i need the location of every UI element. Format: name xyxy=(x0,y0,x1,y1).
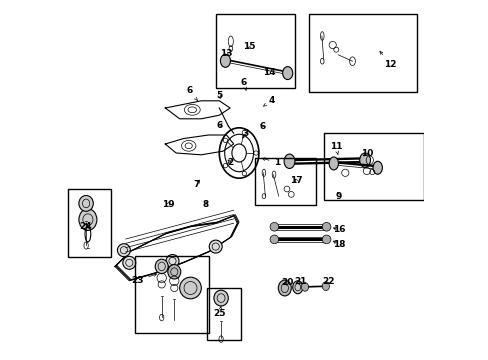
Text: 2: 2 xyxy=(226,158,233,167)
Text: 6: 6 xyxy=(259,122,265,131)
Text: 1: 1 xyxy=(262,158,280,167)
Ellipse shape xyxy=(167,265,181,279)
Ellipse shape xyxy=(79,209,97,230)
Text: 6: 6 xyxy=(240,78,246,90)
Ellipse shape xyxy=(269,222,278,231)
Text: 8: 8 xyxy=(203,200,209,209)
Text: 5: 5 xyxy=(216,91,222,100)
Text: 10: 10 xyxy=(360,149,372,158)
Text: 21: 21 xyxy=(293,277,306,286)
Text: 19: 19 xyxy=(162,200,174,209)
Text: 24: 24 xyxy=(79,222,92,231)
Ellipse shape xyxy=(269,235,278,244)
Polygon shape xyxy=(165,135,233,155)
Ellipse shape xyxy=(322,282,329,291)
Ellipse shape xyxy=(278,280,291,296)
Ellipse shape xyxy=(322,222,330,231)
Ellipse shape xyxy=(359,153,370,167)
Text: 6: 6 xyxy=(186,86,197,100)
Bar xyxy=(309,14,416,92)
Ellipse shape xyxy=(155,259,168,274)
Bar xyxy=(255,158,316,205)
Text: 9: 9 xyxy=(335,192,341,201)
Text: 12: 12 xyxy=(379,51,396,69)
Ellipse shape xyxy=(372,161,382,174)
Text: 20: 20 xyxy=(281,278,293,287)
Bar xyxy=(206,288,241,340)
Text: 7: 7 xyxy=(193,180,200,189)
Ellipse shape xyxy=(220,54,230,67)
Text: 6: 6 xyxy=(217,121,223,130)
Ellipse shape xyxy=(282,67,292,80)
Text: 15: 15 xyxy=(242,42,255,51)
Text: 4: 4 xyxy=(263,96,274,106)
Text: 13: 13 xyxy=(220,49,232,58)
Bar xyxy=(134,256,208,333)
Ellipse shape xyxy=(179,277,201,299)
Text: 18: 18 xyxy=(332,240,345,248)
Ellipse shape xyxy=(328,157,338,170)
Text: 3: 3 xyxy=(242,130,248,139)
Text: 17: 17 xyxy=(289,176,302,185)
Ellipse shape xyxy=(209,240,222,253)
Bar xyxy=(68,189,111,257)
Text: 23: 23 xyxy=(131,274,156,285)
Text: 25: 25 xyxy=(213,306,225,319)
Ellipse shape xyxy=(166,255,179,267)
Ellipse shape xyxy=(122,256,136,269)
Text: 14: 14 xyxy=(262,68,275,77)
Ellipse shape xyxy=(117,244,130,257)
Text: 16: 16 xyxy=(332,225,345,234)
Text: 11: 11 xyxy=(329,143,342,154)
Text: 22: 22 xyxy=(321,277,334,286)
Bar xyxy=(215,14,294,88)
Ellipse shape xyxy=(301,283,308,291)
Ellipse shape xyxy=(284,154,294,168)
Ellipse shape xyxy=(79,195,93,211)
Bar xyxy=(323,133,424,200)
Polygon shape xyxy=(165,101,230,119)
Ellipse shape xyxy=(213,290,228,306)
Ellipse shape xyxy=(292,281,302,294)
Ellipse shape xyxy=(322,235,330,244)
